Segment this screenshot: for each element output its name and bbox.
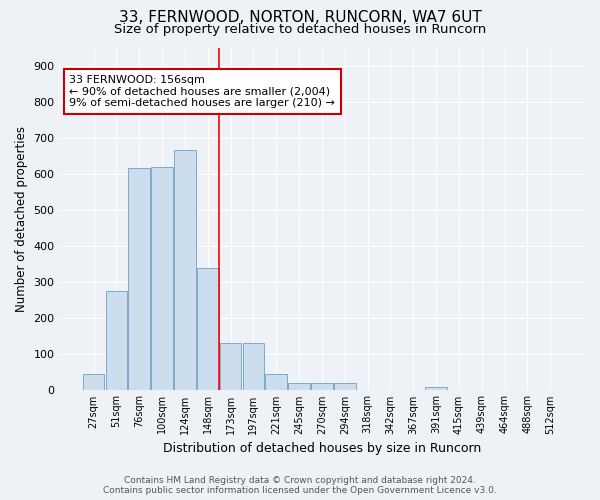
Bar <box>311 383 333 390</box>
Bar <box>220 343 241 390</box>
Text: Contains HM Land Registry data © Crown copyright and database right 2024.
Contai: Contains HM Land Registry data © Crown c… <box>103 476 497 495</box>
Bar <box>242 343 264 390</box>
Text: 33, FERNWOOD, NORTON, RUNCORN, WA7 6UT: 33, FERNWOOD, NORTON, RUNCORN, WA7 6UT <box>119 10 481 25</box>
Bar <box>83 374 104 390</box>
Bar <box>288 383 310 390</box>
Bar <box>128 168 150 390</box>
Bar <box>151 166 173 390</box>
X-axis label: Distribution of detached houses by size in Runcorn: Distribution of detached houses by size … <box>163 442 481 455</box>
Bar <box>197 268 218 390</box>
Text: 33 FERNWOOD: 156sqm
← 90% of detached houses are smaller (2,004)
9% of semi-deta: 33 FERNWOOD: 156sqm ← 90% of detached ho… <box>70 75 335 108</box>
Text: Size of property relative to detached houses in Runcorn: Size of property relative to detached ho… <box>114 22 486 36</box>
Y-axis label: Number of detached properties: Number of detached properties <box>15 126 28 312</box>
Bar <box>265 374 287 390</box>
Bar <box>174 150 196 390</box>
Bar <box>334 383 356 390</box>
Bar <box>106 291 127 390</box>
Bar <box>425 386 447 390</box>
